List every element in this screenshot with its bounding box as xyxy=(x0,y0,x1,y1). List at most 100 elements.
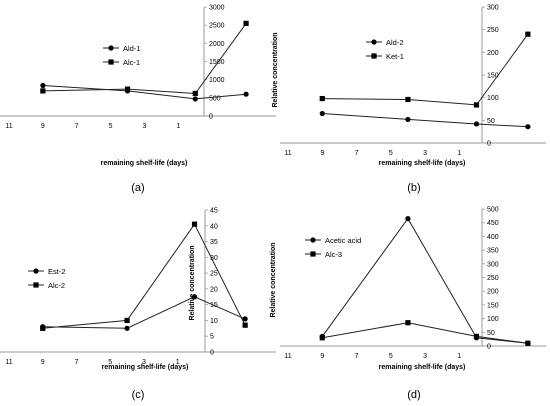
y-tick-label: 30 xyxy=(210,255,218,262)
data-point-square xyxy=(319,95,325,102)
y-tick-label: 500 xyxy=(209,95,221,102)
data-point-square xyxy=(191,221,198,227)
data-point-circle xyxy=(319,110,325,117)
x-tick-label: 3 xyxy=(423,353,427,360)
y-tick-label: 300 xyxy=(487,261,499,268)
panel-label: (a) xyxy=(131,182,144,194)
series-line-2 xyxy=(42,223,246,329)
y-tick-label: 25 xyxy=(210,271,218,278)
x-tick-label: 5 xyxy=(109,123,113,130)
series-line-2 xyxy=(322,322,528,344)
y-tick-label: 300 xyxy=(487,5,499,12)
data-point-circle xyxy=(191,294,198,300)
data-point-circle xyxy=(40,82,46,89)
y-tick-label: 0 xyxy=(487,141,491,148)
legend-label: Ket-1 xyxy=(386,52,404,61)
y-tick-label: 35 xyxy=(210,239,218,246)
data-point-square xyxy=(319,335,325,341)
chart-panel-4: 11 9 7 5 3 1 0 50 100 150 200 250 300 350 400 450 500 rem… xyxy=(270,207,546,401)
legend-marker-square xyxy=(33,282,39,288)
x-tick-label: 3 xyxy=(423,150,427,157)
y-tick-label: 400 xyxy=(487,234,499,241)
legend-label: Alc-2 xyxy=(48,281,65,290)
series-line-1 xyxy=(321,217,528,344)
data-point-square xyxy=(124,86,131,92)
y-tick-label: 250 xyxy=(487,27,499,34)
data-point-square xyxy=(525,340,531,346)
series-line-2 xyxy=(322,33,529,106)
x-tick-label: 1 xyxy=(176,123,180,130)
x-tick-label: 7 xyxy=(355,150,359,157)
panel-label: (c) xyxy=(132,389,145,401)
x-tick-label: 11 xyxy=(284,150,291,157)
legend-marker-circle xyxy=(371,39,377,45)
data-point-square xyxy=(473,333,480,340)
y-tick-label: 0 xyxy=(210,350,214,357)
x-axis-label: remaining shelf-life (days) xyxy=(102,364,189,371)
x-tick-label: 7 xyxy=(75,359,79,366)
x-tick-label: 3 xyxy=(143,123,147,130)
y-tick-label: 50 xyxy=(487,330,495,337)
data-point-circle xyxy=(192,96,198,102)
y-tick-label: 100 xyxy=(487,316,499,323)
y-tick-label: 5 xyxy=(210,334,214,341)
legend-label: Ald-2 xyxy=(386,38,404,47)
legend-marker-square xyxy=(371,53,377,59)
y-tick-label: 1500 xyxy=(209,59,225,66)
x-tick-label: 1 xyxy=(457,353,461,360)
y-axis-label: Relative concentration xyxy=(189,245,196,320)
data-point-square xyxy=(405,320,411,326)
y-tick-label: 0 xyxy=(209,114,213,121)
legend-marker-square xyxy=(108,59,114,65)
legend-marker-circle xyxy=(310,237,316,243)
data-point-circle xyxy=(473,121,480,127)
data-point-circle xyxy=(405,215,411,222)
legend-marker-circle xyxy=(33,268,39,274)
data-point-square xyxy=(124,317,130,324)
chart-panel-1: 11 9 7 5 3 1 0 500 1000 1500 2000 2500 3000 remaining… xyxy=(0,5,276,194)
y-tick-label: 10 xyxy=(210,318,218,325)
y-tick-label: 50 xyxy=(487,118,495,125)
y-tick-label: 2000 xyxy=(209,41,225,48)
x-axis-label: remaining shelf-life (days) xyxy=(101,160,188,167)
y-tick-label: 40 xyxy=(210,223,218,230)
series-line-2 xyxy=(42,23,247,95)
x-tick-label: 11 xyxy=(5,359,12,366)
x-tick-label: 7 xyxy=(355,353,359,360)
series-line-1 xyxy=(322,113,528,128)
x-tick-label: 9 xyxy=(41,123,45,130)
panel-label: (b) xyxy=(407,182,420,194)
legend-label: Acetic acid xyxy=(325,236,361,245)
data-point-square xyxy=(40,88,46,94)
series-line-1 xyxy=(42,296,246,329)
data-point-circle xyxy=(242,316,248,322)
data-point-square xyxy=(242,322,248,328)
data-point-square xyxy=(192,90,198,97)
y-tick-label: 0 xyxy=(487,344,491,351)
y-tick-label: 350 xyxy=(487,248,499,255)
x-axis-label: remaining shelf-life (days) xyxy=(379,364,466,371)
x-tick-label: 3 xyxy=(142,359,146,366)
legend-label: Est-2 xyxy=(48,267,66,276)
x-tick-label: 5 xyxy=(389,353,393,360)
data-point-circle xyxy=(243,91,249,97)
x-tick-label: 9 xyxy=(320,150,324,157)
y-tick-label: 100 xyxy=(487,95,499,102)
y-tick-label: 1000 xyxy=(209,77,225,84)
data-point-circle xyxy=(124,325,130,331)
x-tick-label: 9 xyxy=(41,359,45,366)
x-tick-label: 7 xyxy=(75,123,79,130)
data-point-square xyxy=(473,102,480,108)
data-point-square xyxy=(525,31,531,37)
data-point-square xyxy=(405,96,411,103)
y-axis-label: Relative concentration xyxy=(272,32,279,107)
legend-label: Ald-1 xyxy=(123,44,141,53)
y-tick-label: 3000 xyxy=(209,5,225,12)
chart-panel-2: 11 9 7 5 3 1 0 50 100 150 200 250 300 remaining shelf… xyxy=(272,5,546,194)
x-tick-label: 1 xyxy=(176,359,180,366)
y-axis-label: Relative concentration xyxy=(270,242,277,317)
data-point-circle xyxy=(525,124,531,130)
y-tick-label: 2500 xyxy=(209,23,225,30)
